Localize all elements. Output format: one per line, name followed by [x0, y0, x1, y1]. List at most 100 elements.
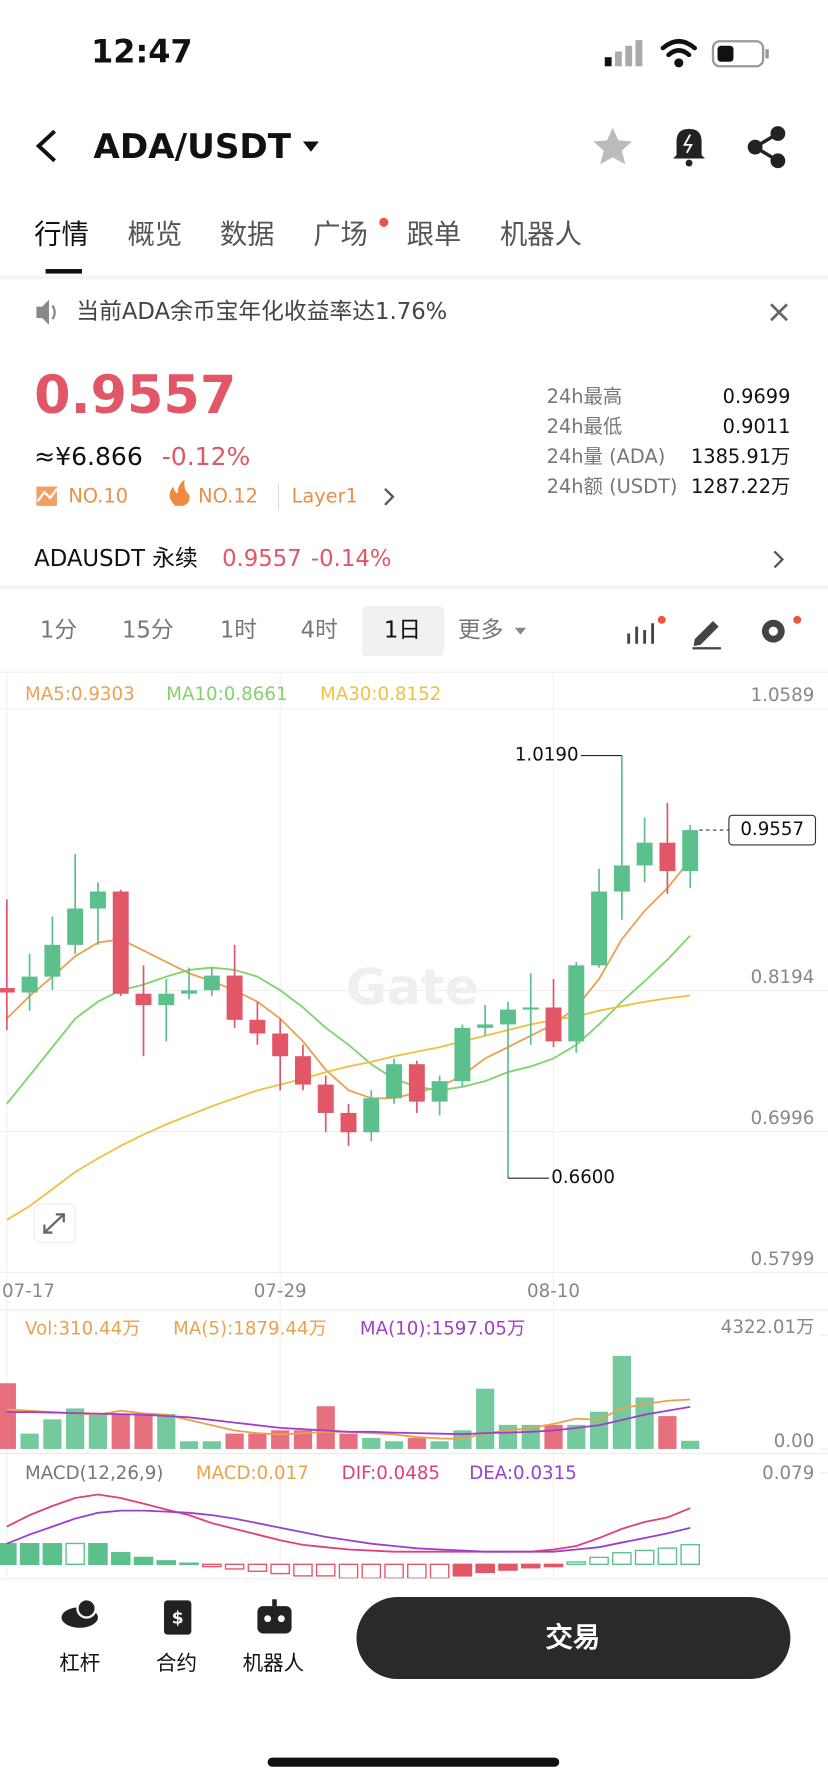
- candle-body: [158, 993, 175, 1006]
- back-button[interactable]: [35, 129, 57, 163]
- tab[interactable]: 跟单: [407, 219, 462, 250]
- trade-button-label[interactable]: 交易: [546, 1622, 601, 1654]
- macd-bar: [247, 1563, 268, 1572]
- pair-title[interactable]: ADA/USDT: [93, 127, 291, 167]
- macd-bar: [680, 1543, 700, 1566]
- tab-dot: [379, 217, 389, 227]
- macd-bar: [634, 1549, 655, 1566]
- volume-bar: [225, 1433, 244, 1449]
- tab[interactable]: 机器人: [500, 219, 582, 250]
- volume-bar: [293, 1430, 313, 1449]
- macd-bar: [589, 1556, 609, 1566]
- wifi-icon: [660, 38, 698, 68]
- close-notice[interactable]: [770, 303, 788, 322]
- tab[interactable]: 行情: [34, 219, 89, 250]
- stat-value: 1287.22万: [691, 475, 790, 498]
- volume-ma-line: [6, 1398, 691, 1440]
- alert-icon[interactable]: [673, 128, 705, 167]
- interval[interactable]: 1时: [220, 618, 257, 644]
- volume-ma-legend: MA(10):1597.05万: [360, 1318, 525, 1339]
- tab[interactable]: 概览: [128, 219, 183, 250]
- stat-value: 0.9011: [723, 415, 791, 438]
- draw-icon[interactable]: [692, 620, 721, 650]
- candle-body: [226, 975, 243, 1020]
- candle-body: [135, 993, 152, 1006]
- candle-body: [363, 1098, 380, 1133]
- y-tick-label: 0.5799: [751, 1249, 815, 1270]
- volume-bar: [316, 1406, 335, 1449]
- candle-body: [294, 1056, 311, 1085]
- candle-body: [431, 1081, 448, 1102]
- last-price-box: [728, 814, 817, 846]
- interval[interactable]: 1日: [384, 618, 421, 644]
- volume-bar: [407, 1437, 426, 1449]
- nav-label[interactable]: 合约: [156, 1651, 197, 1675]
- leverage-icon[interactable]: [61, 1598, 98, 1628]
- volume-legend: Vol:310.44万: [25, 1318, 140, 1339]
- macd-bar: [156, 1560, 177, 1566]
- macd-panel: [0, 1493, 700, 1579]
- macd-legend: MACD:0.017: [196, 1463, 309, 1484]
- volume-bar: [544, 1424, 563, 1449]
- macd-bar: [88, 1543, 108, 1566]
- volume-bar: [88, 1413, 108, 1449]
- candle-body: [499, 1009, 516, 1025]
- candle-body: [272, 1033, 289, 1057]
- stat-value: 0.9699: [723, 385, 791, 408]
- interval[interactable]: 15分: [122, 618, 174, 644]
- notice-text[interactable]: 当前ADA余币宝年化收益率达1.76%: [76, 299, 447, 325]
- svg-text:$: $: [172, 1609, 184, 1629]
- candle-body: [112, 891, 129, 994]
- nav-label[interactable]: 杠杆: [59, 1651, 100, 1675]
- rank-2[interactable]: NO.12: [198, 484, 258, 507]
- macd-bar: [520, 1563, 541, 1569]
- stat-label: 24h最低: [547, 415, 623, 438]
- volume-bar: [271, 1430, 290, 1449]
- indicator-icon[interactable]: [627, 615, 666, 644]
- home-indicator: [267, 1757, 560, 1767]
- macd-tick-label: 0.079: [762, 1463, 814, 1484]
- tab[interactable]: 广场: [313, 219, 368, 250]
- pair-dropdown[interactable]: [302, 141, 319, 152]
- macd-bar: [543, 1563, 564, 1568]
- tag[interactable]: Layer1: [292, 484, 358, 507]
- volume-bar: [134, 1413, 153, 1449]
- last-price: 0.9557: [34, 365, 236, 426]
- stat-label: 24h量 (ADA): [547, 445, 666, 468]
- candle-body: [682, 830, 699, 872]
- robot-icon[interactable]: [257, 1599, 292, 1634]
- price-change: -0.12%: [162, 442, 251, 471]
- volume-bar: [362, 1437, 381, 1449]
- interval[interactable]: 更多: [458, 618, 504, 644]
- share-icon[interactable]: [747, 126, 786, 169]
- chevron[interactable]: [773, 550, 785, 569]
- candle-body: [613, 865, 630, 892]
- volume-bar: [635, 1397, 654, 1449]
- rank-1[interactable]: NO.10: [68, 484, 128, 507]
- interval[interactable]: 4时: [301, 618, 338, 644]
- expand-icon[interactable]: [33, 1203, 76, 1244]
- nav-label[interactable]: 机器人: [243, 1651, 305, 1675]
- volume-bar: [658, 1416, 677, 1449]
- macd-bar: [42, 1543, 63, 1566]
- battery-icon: [711, 40, 769, 68]
- volume-bar: [339, 1433, 358, 1449]
- ma-legend: MA5:0.9303: [25, 684, 135, 705]
- volume-bar: [612, 1355, 631, 1449]
- settings-icon[interactable]: [761, 615, 802, 643]
- volume-tick-label: 4322.01万: [721, 1317, 815, 1338]
- volume-bar: [202, 1441, 221, 1449]
- perp-name[interactable]: ADAUSDT 永续: [34, 546, 198, 572]
- contract-icon[interactable]: $: [164, 1600, 192, 1635]
- volume-bar: [567, 1424, 586, 1449]
- ma-legend: MA10:0.8661: [166, 684, 287, 705]
- favorite-icon[interactable]: [593, 127, 633, 165]
- interval[interactable]: 1分: [40, 618, 77, 644]
- candle-body: [44, 944, 61, 977]
- candle-body: [636, 842, 653, 866]
- trade-button[interactable]: [356, 1597, 791, 1680]
- tab-underline: [45, 269, 83, 274]
- tab[interactable]: 数据: [220, 219, 275, 250]
- x-tick-label: 07-29: [254, 1281, 307, 1302]
